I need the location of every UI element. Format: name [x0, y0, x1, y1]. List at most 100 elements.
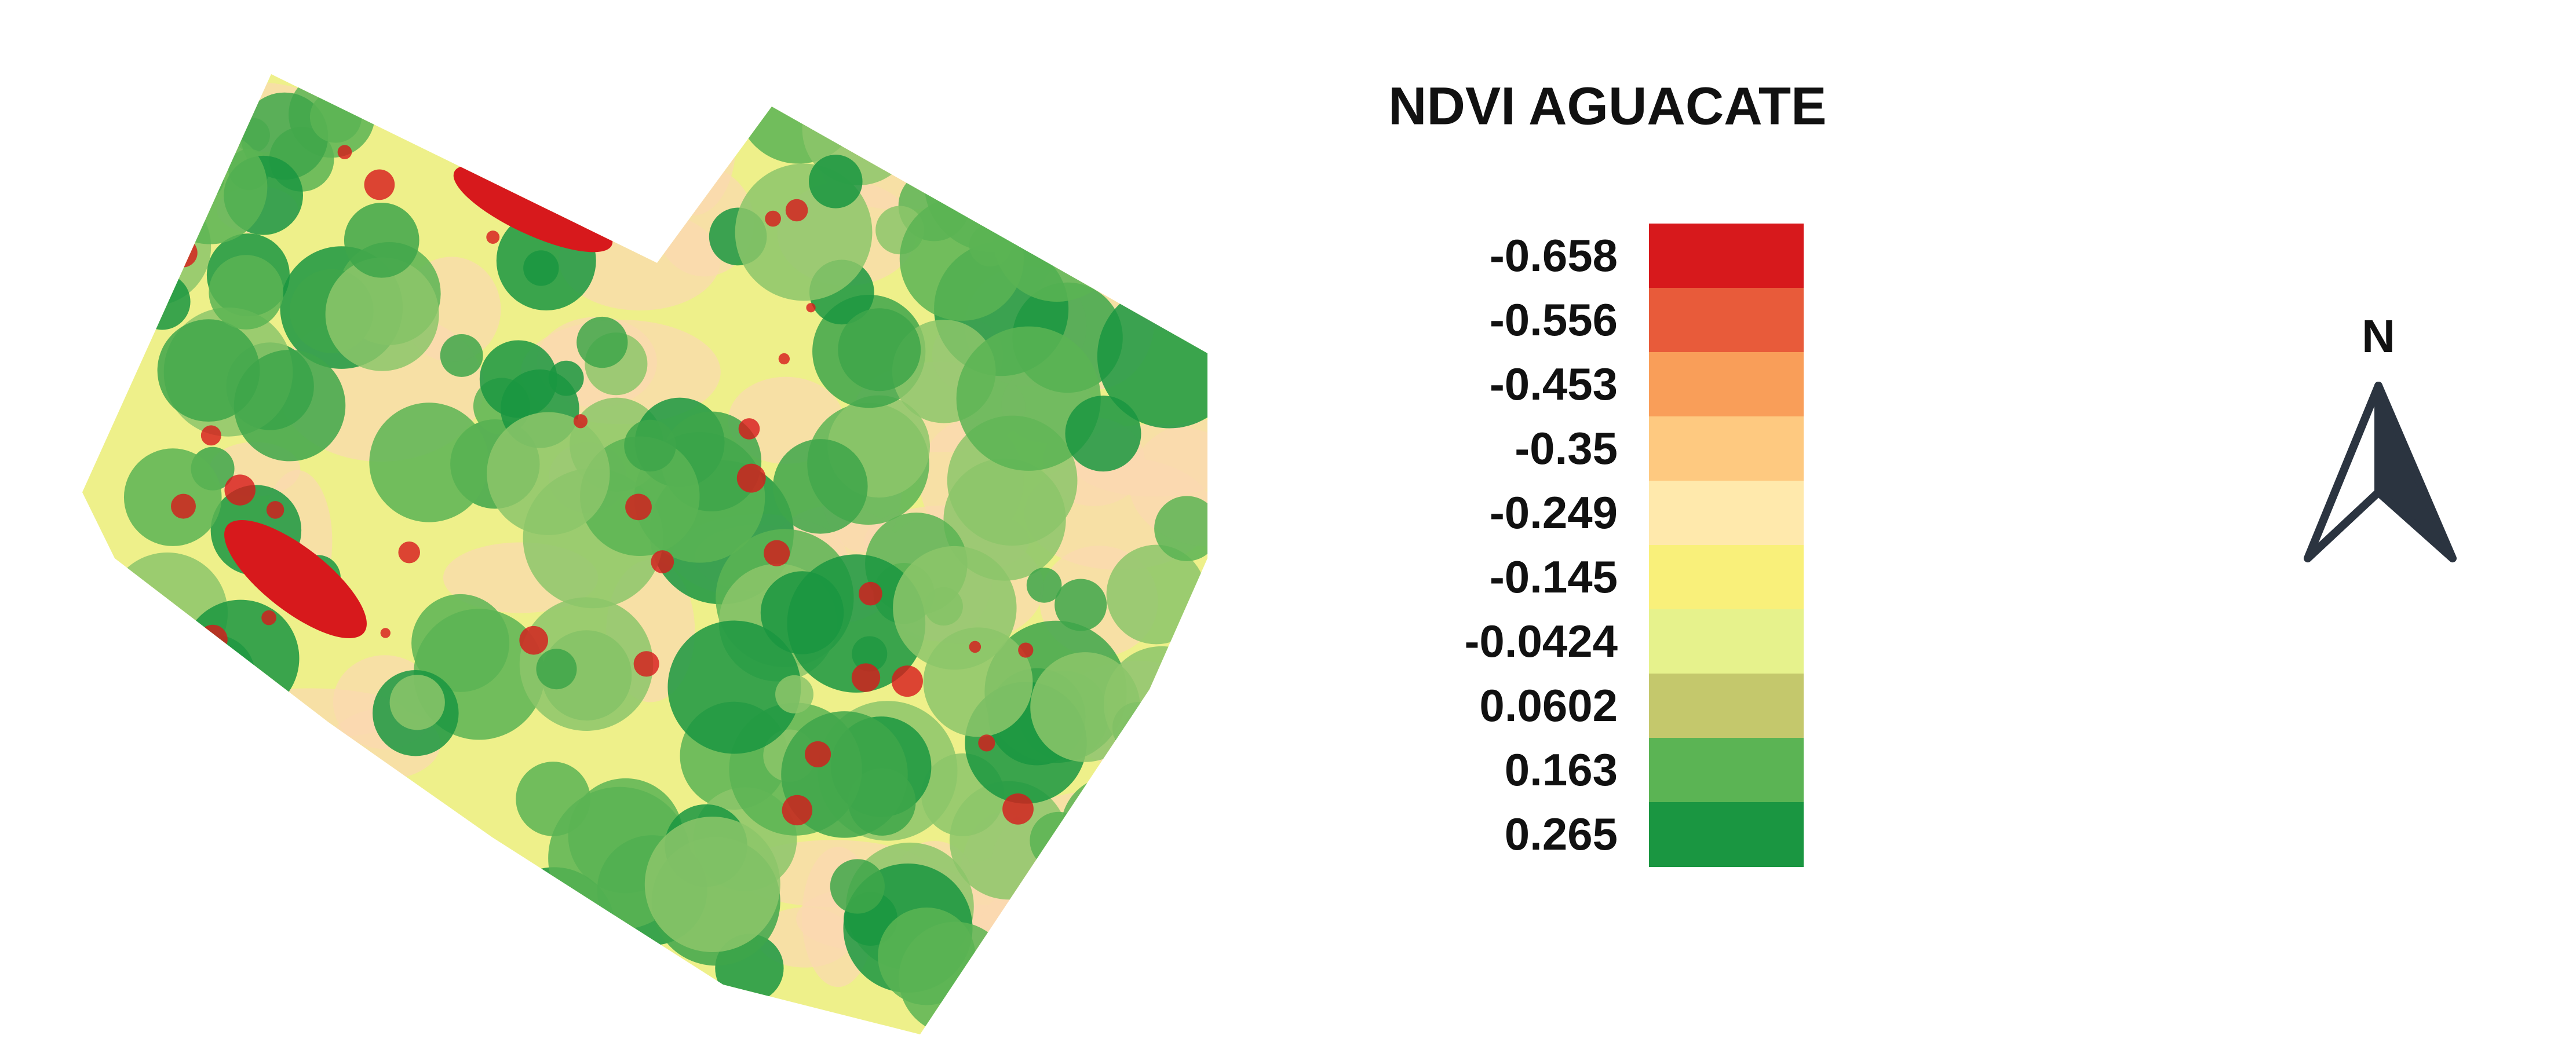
- tree-canopy: [1059, 813, 1131, 885]
- stress-spot: [224, 474, 256, 506]
- tree-canopy: [775, 675, 813, 714]
- legend-title: NDVI AGUACATE: [1388, 76, 1826, 136]
- tree-canopy: [135, 625, 195, 685]
- bare-soil: [295, 898, 444, 1016]
- tree-canopy: [123, 842, 170, 890]
- tree-canopy: [516, 762, 590, 836]
- tree-canopy: [624, 419, 676, 472]
- tree-canopy: [479, 340, 557, 418]
- tree-canopy: [1104, 646, 1207, 762]
- tree-canopy: [1127, 126, 1183, 182]
- tree-canopy: [1070, 822, 1207, 963]
- tree-canopy: [344, 202, 419, 278]
- tree-canopy: [309, 91, 362, 143]
- stress-spot: [1042, 146, 1073, 177]
- stress-spot: [736, 463, 766, 493]
- legend-label: -0.0424: [1464, 616, 1618, 667]
- legend-swatch: [1649, 802, 1804, 867]
- legend-label: 0.0602: [1479, 680, 1618, 731]
- tree-canopy: [955, 74, 1091, 174]
- tree-canopy: [830, 859, 885, 914]
- tree-canopy: [1154, 496, 1207, 561]
- tree-canopy: [579, 957, 663, 1034]
- bare-soil: [1061, 122, 1183, 205]
- bare-soil: [1086, 83, 1207, 192]
- stress-spot: [486, 231, 500, 244]
- tree-canopy: [1030, 811, 1088, 870]
- tree-canopy: [736, 74, 861, 164]
- tree-canopy: [519, 597, 654, 731]
- stress-spot: [851, 663, 881, 692]
- stress-spot: [625, 493, 652, 521]
- legend-swatch: [1649, 288, 1804, 353]
- north-label: N: [2362, 310, 2395, 362]
- tree-canopy: [186, 160, 224, 199]
- stress-spot: [764, 540, 790, 566]
- tree-canopy: [487, 412, 610, 535]
- tree-canopy: [809, 155, 863, 208]
- tree-canopy: [134, 273, 191, 330]
- tree-canopy: [787, 554, 926, 693]
- legend-label: -0.249: [1490, 487, 1618, 538]
- tree-canopy: [536, 141, 597, 202]
- stress-spot: [170, 689, 202, 722]
- legend-swatch: [1649, 545, 1804, 610]
- tree-canopy: [82, 784, 199, 919]
- bare-soil: [970, 891, 1062, 1034]
- tree-canopy: [209, 255, 284, 330]
- tree-canopy: [956, 326, 1101, 471]
- stress-spot: [778, 353, 790, 365]
- legend-swatch: [1649, 481, 1804, 546]
- tree-canopy: [308, 909, 444, 1034]
- tree-canopy: [123, 448, 222, 546]
- tree-canopy: [325, 819, 450, 944]
- tree-canopy: [1003, 74, 1123, 188]
- tree-canopy: [192, 833, 257, 898]
- bare-soil: [757, 907, 853, 968]
- stress-spot: [261, 610, 276, 625]
- stress-spot: [633, 651, 659, 677]
- legend-label: 0.163: [1505, 744, 1618, 795]
- legend-swatch: [1649, 738, 1804, 803]
- bare-soil: [901, 87, 1013, 190]
- stress-spot: [573, 414, 588, 429]
- stress-spot: [337, 145, 352, 159]
- tree-canopy: [200, 882, 309, 992]
- bare-soil: [1064, 864, 1186, 946]
- tree-canopy: [773, 439, 868, 534]
- stress-spot: [200, 425, 221, 446]
- stress-spot: [169, 670, 201, 703]
- tree-canopy: [233, 350, 346, 462]
- stress-patch: [224, 520, 367, 639]
- stress-spot: [805, 741, 831, 767]
- tree-canopy: [147, 634, 231, 717]
- tree-canopy: [152, 130, 268, 244]
- tree-canopy: [633, 178, 676, 221]
- tree-canopy: [523, 250, 559, 286]
- stress-spot: [738, 418, 760, 440]
- stress-spot: [785, 199, 808, 222]
- tree-canopy: [1065, 396, 1141, 472]
- tree-canopy: [1128, 183, 1207, 275]
- tree-canopy: [440, 334, 483, 377]
- legend: -0.658 -0.556 -0.453 -0.35 -0.249 -0.145 -0.04…: [1464, 224, 1804, 867]
- stress-spot: [541, 912, 570, 941]
- legend-swatch: [1649, 609, 1804, 674]
- tree-canopy: [838, 308, 921, 392]
- legend-swatch: [1649, 224, 1804, 288]
- tree-canopy: [114, 588, 149, 624]
- legend-label: -0.35: [1515, 423, 1618, 474]
- stress-spot: [969, 641, 981, 653]
- legend-swatch: [1649, 416, 1804, 481]
- stress-spot: [198, 624, 228, 654]
- tree-canopy: [369, 403, 489, 522]
- tree-canopy: [1134, 118, 1178, 161]
- tree-canopy: [1037, 160, 1106, 229]
- stress-spot: [475, 833, 485, 843]
- north-arrow-left: [2304, 382, 2382, 562]
- legend-label: -0.658: [1490, 230, 1618, 281]
- tree-canopy: [577, 316, 628, 368]
- stress-spot: [891, 665, 923, 697]
- tree-canopy: [153, 105, 199, 151]
